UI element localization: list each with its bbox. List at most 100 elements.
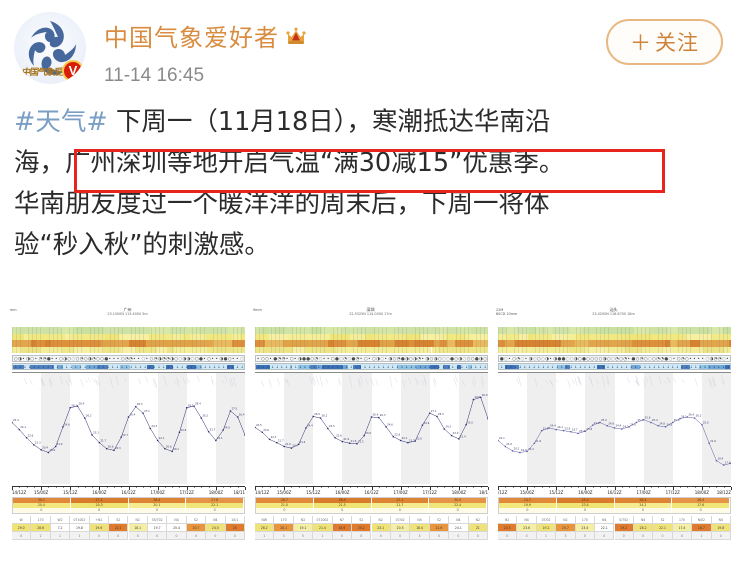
avatar[interactable]: 中国气象爱好者 V [14,12,86,84]
wind-direction-symbol: ↓ [546,365,550,369]
wind-direction-symbol: ↓ [451,365,455,369]
x-axis-tick [709,487,710,489]
temperature-plot[interactable]: 22.1 21.0 20.2 19.9 20.1 21.6 23.9 24.4 24.1 23.9… [498,372,731,484]
precip-tick [518,376,522,387]
data-point-marker [156,439,159,442]
table-cell: 19.1 [293,524,314,532]
band-cell [528,333,535,340]
table-cell: 07/02 [536,516,557,524]
x-axis-tick [451,487,453,489]
precip-tick [578,376,582,384]
band-cell [545,327,553,334]
precip-tick [576,376,580,384]
band-cell [723,327,731,334]
crown-icon [285,25,307,47]
cloud-cover-symbol: ● [335,357,339,362]
data-point-marker [555,428,557,431]
band-cell [498,333,506,340]
cloud-cover-symbol: ○ [194,357,199,362]
cloud-cover-symbol: • [672,357,676,362]
precip-tick [97,375,101,387]
table-cell: 0 [595,532,615,540]
x-axis-tick [563,487,565,489]
wind-direction-symbol: ↓ [208,365,212,369]
x-axis-tick [578,487,579,489]
cloud-cover-symbol: ◌ [71,357,76,362]
author-name[interactable]: 中国气象爱好者 [104,24,279,52]
band-cell [44,340,52,347]
data-point-marker [207,431,210,433]
cloud-cover-symbol: ○ [437,357,442,362]
x-axis-label: 15/00Z [276,490,292,495]
night-shading-band [284,373,314,484]
precip-tick [578,376,582,387]
data-point-marker [657,425,659,427]
band-cell [12,346,22,353]
wind-barb [352,364,357,369]
wind-direction-symbol: ↓ [560,365,564,369]
band-cell [407,327,424,334]
table-cell: N4 [410,516,430,524]
wind-barb [429,364,439,369]
table-cell: N/02 [692,516,712,524]
x-axis-tick [643,487,645,490]
band-cell [689,340,700,347]
precip-tick [480,380,484,388]
precip-tick [606,375,610,384]
band-cell [240,333,245,340]
wind-direction-symbol: ↓ [14,365,18,369]
precip-tick [49,379,52,388]
cloud-cover-symbol: ● [351,357,356,362]
band-cell [301,340,310,347]
precip-tick [68,378,72,384]
cloud-cover-symbol: ● [104,357,109,362]
meteogram-chart[interactable]: mm 广州 23.1500N 113.4000 5m ○ ◑ • ◑ ○ • ◔ ◔ ● • • ○ ◑ ○ ◌ ○… [8,305,247,548]
band-cell [589,340,605,347]
data-point-marker [621,428,623,430]
band-cell [428,333,442,340]
cloud-humidity-bands [498,327,731,353]
cloud-cover-symbol: ◔ [343,357,348,362]
wind-barb [256,364,265,369]
meteogram-chart[interactable]: 22M 80CD 10mm 汕头 23.4200N 116.6700 18m ● ◌ • ○… [494,305,733,548]
hashtag-link[interactable]: #天气# [14,107,108,137]
data-point-marker [276,441,278,444]
table-cell: W2 [50,516,71,524]
wind-barb [120,364,131,369]
wind-direction-symbol: ↓ [368,365,372,369]
cloud-cover-symbol: • [697,357,700,362]
follow-button[interactable]: ＋ 关注 [606,19,723,65]
x-axis: 14/12Z 15/00Z 15/12Z 16/00Z 16/12Z 17/00Z 17/1… [255,486,489,495]
table-row: 29.0 28.6 7.2 19.8 19.6 22.1 18.1 19.7 25.4 20.7 2… [12,524,245,532]
precip-tick [550,380,554,387]
x-axis-label: 17/12Z [179,490,194,495]
band-cell [273,327,285,334]
wind-direction-symbol: ↓ [647,365,651,369]
data-point-marker [599,421,601,424]
verified-badge-icon: V [62,60,84,82]
temperature-plot[interactable]: 24.5 23.6 22.3 21.7 21.0 20.7 21.4 24.4 26.5 26.2… [255,372,488,484]
night-shading-band [99,373,129,484]
band-cell [261,327,268,334]
cloud-humidity-bands [255,327,488,353]
temperature-plot[interactable]: 25.4 24.1 22.6 21.3 20.4 19.9 21.0 24.6 28.1 28.4… [12,372,245,484]
data-point-label: 22.7 [122,433,128,437]
cloud-cover-symbol: ◔ [161,357,166,362]
x-axis-tick [680,487,681,489]
meteogram-chart[interactable]: 9mm 深圳 22.5325N 114.0000 17m • ○ ○ • ● ◔ ◔ • ○ • ◑ ● ● ○… [251,305,490,548]
cloud-cover-symbol: ◑ [425,357,430,362]
cloud-cover-symbol: • [726,357,729,362]
data-point-marker [577,432,579,435]
data-point-label: 21.5 [358,439,364,443]
data-point-label: 23.7 [572,427,578,431]
cloud-cover-symbol: ◌ [541,357,545,362]
band-cell [322,327,342,334]
wind-barb [699,364,709,369]
precip-tick [312,378,316,387]
table-cell: 0 [186,532,207,540]
cloud-cover-symbol: ○ [100,357,105,362]
daily-summary-bands: 26.7 26.4 27.1 30.0 21.0 21.5 21.7 22.4 0 0 0 0 [255,497,488,514]
precip-tick [645,376,648,383]
